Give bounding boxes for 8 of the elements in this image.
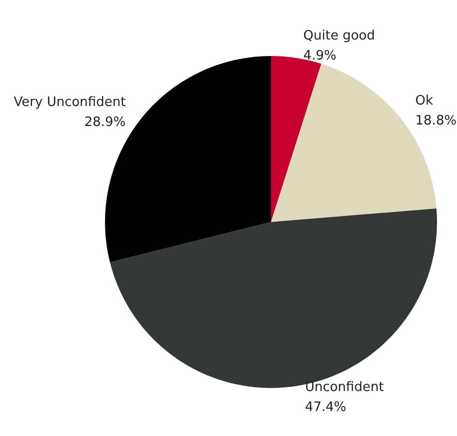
slice-label: Very Unconfident [14, 94, 126, 110]
slice-label: Quite good [303, 28, 376, 44]
slice-label: Ok [415, 94, 434, 109]
data-label: 28.9% [84, 114, 126, 130]
slice-label: Unconfident [304, 380, 384, 396]
data-label: 4.9% [303, 48, 336, 64]
data-label: 47.4% [304, 400, 346, 416]
data-label: 18.8% [415, 114, 457, 129]
